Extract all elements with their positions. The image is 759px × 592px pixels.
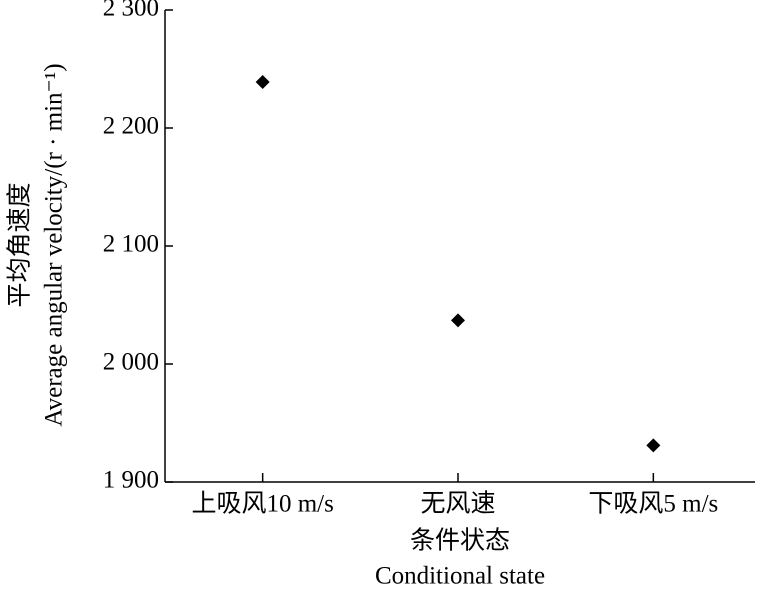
x-label-zh: 条件状态 — [410, 527, 510, 555]
x-tick-label: 上吸风10 m/s — [191, 490, 333, 518]
y-label-zh: 平均角速度 — [6, 182, 34, 307]
y-tick-label: 1 900 — [103, 467, 159, 494]
y-tick-label: 2 000 — [103, 349, 159, 376]
point — [451, 313, 465, 328]
y-tick-label: 2 100 — [103, 231, 159, 258]
x-label-en: Conditional state — [375, 563, 545, 590]
x-tick-label: 下吸风5 m/s — [588, 491, 718, 518]
x-tick-label: 无风速 — [420, 490, 495, 518]
y-tick-label: 2 300 — [103, 0, 159, 22]
y-label-en: Average angular velocity/(r · min⁻¹) — [41, 63, 68, 426]
y-tick-label: 2 200 — [103, 113, 159, 140]
point — [255, 74, 270, 89]
point — [646, 438, 661, 453]
